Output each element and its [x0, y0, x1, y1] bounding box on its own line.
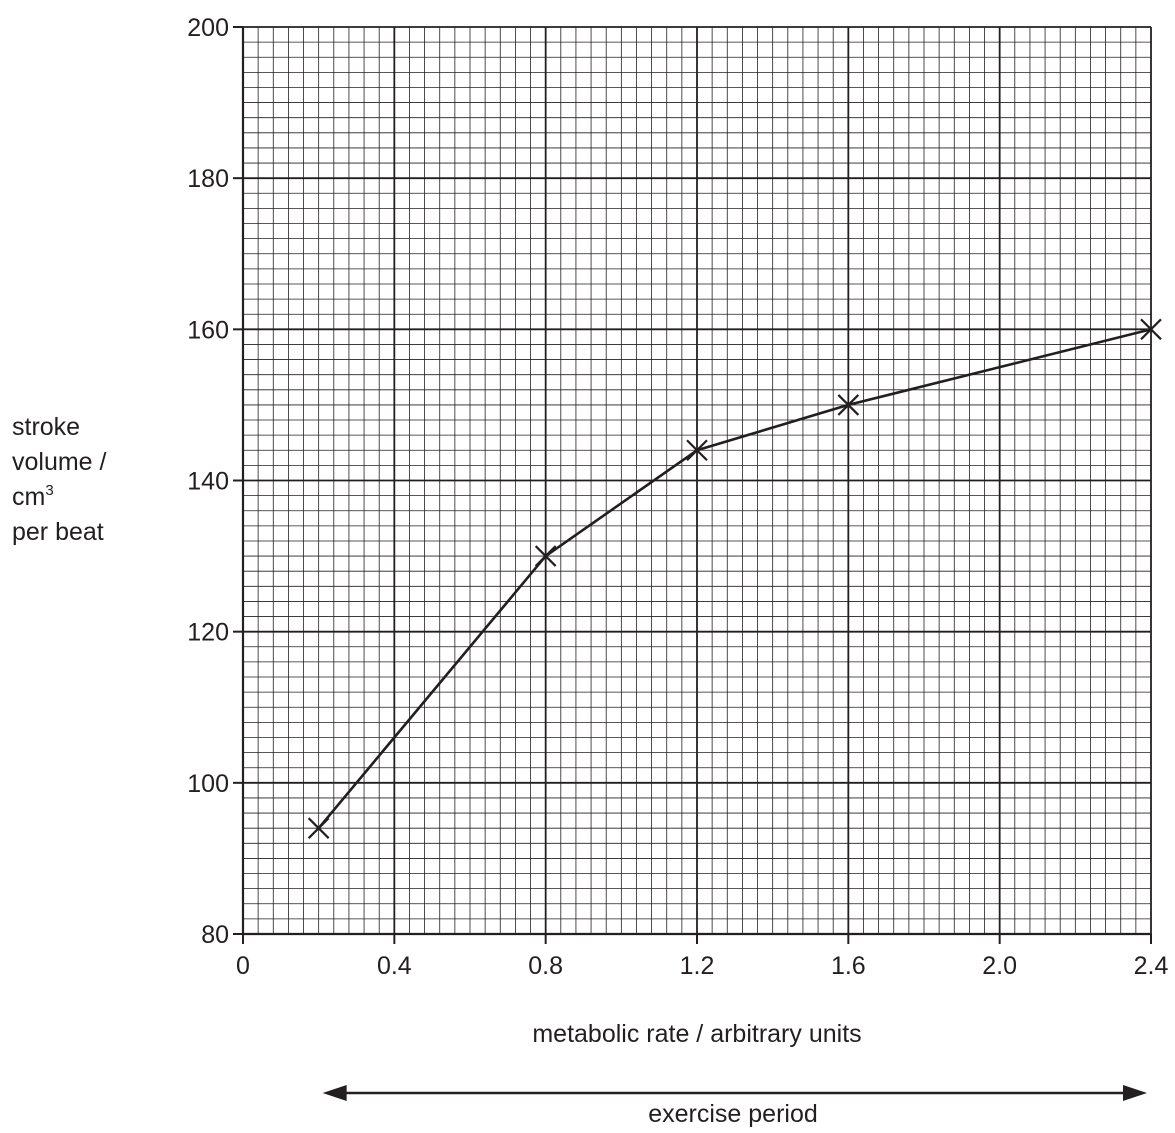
x-tick-label: 0.8 [528, 952, 563, 980]
axes [233, 26, 1152, 944]
data-point-marker [837, 394, 860, 416]
data-point-marker-stroke [837, 394, 860, 416]
x-tick-label: 1.2 [680, 952, 715, 980]
data-point-marker [686, 439, 708, 462]
data-point-marker-stroke [534, 545, 557, 567]
x-tick-label: 0.4 [377, 952, 412, 980]
data-point-marker [307, 817, 330, 839]
series [307, 318, 1162, 839]
y-axis-label-line-3: cm3 [12, 482, 54, 511]
x-axis-label: metabolic rate / arbitrary units [532, 1020, 861, 1048]
y-tick-labels: 80 100 120 140 160 180 200 [187, 14, 229, 949]
data-point-marker-stroke [686, 439, 708, 462]
y-tick-label: 100 [187, 770, 229, 798]
y-tick-label: 120 [187, 619, 229, 647]
exercise-period-arrowhead-left [322, 1085, 347, 1101]
data-point-marker [534, 545, 557, 567]
y-tick-label: 200 [187, 14, 229, 42]
y-tick-label: 80 [201, 921, 229, 949]
exercise-period-label: exercise period [648, 1100, 818, 1128]
y-axis-label-unit-exponent: 3 [45, 482, 53, 499]
y-axis-label-unit: cm [12, 483, 45, 511]
y-axis-label-line-4: per beat [12, 518, 104, 546]
x-tick-label: 2.0 [982, 952, 1017, 980]
x-tick-label: 1.6 [831, 952, 866, 980]
x-tick-label: 0 [236, 952, 250, 980]
x-tick-label: 2.4 [1134, 952, 1169, 980]
y-axis-label: stroke volume / cm3 per beat [12, 413, 107, 546]
exercise-period-annotation: exercise period [322, 1085, 1147, 1128]
y-tick-label: 140 [187, 468, 229, 496]
x-tick-labels: 0 0.4 0.8 1.2 1.6 2.0 2.4 [236, 952, 1168, 980]
data-point-marker [1140, 318, 1162, 341]
y-tick-label: 160 [187, 316, 229, 344]
y-tick-label: 180 [187, 165, 229, 193]
data-point-marker-stroke [1140, 318, 1162, 341]
data-point-marker-stroke [307, 817, 330, 839]
y-axis-label-line-2: volume / [12, 448, 107, 476]
series-line [317, 328, 1152, 830]
exercise-period-arrowhead-right [1123, 1085, 1147, 1101]
y-axis-label-line-1: stroke [12, 413, 80, 441]
